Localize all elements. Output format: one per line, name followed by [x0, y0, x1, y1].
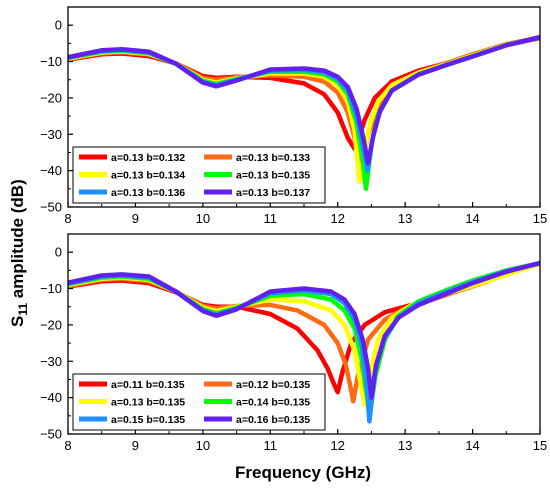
- legend-label: a=0.15 b=0.135: [111, 414, 185, 426]
- x-tick-label: 15: [533, 438, 547, 453]
- legend-label: a=0.13 b=0.134: [111, 170, 185, 182]
- legend-label: a=0.13 b=0.135: [236, 170, 310, 182]
- y-tick-label: −30: [40, 354, 62, 369]
- x-tick-label: 15: [533, 211, 547, 226]
- x-tick-label: 8: [64, 438, 71, 453]
- y-tick-label: 0: [55, 18, 62, 33]
- plot-area: [68, 260, 540, 424]
- x-tick-label: 10: [196, 438, 210, 453]
- x-tick-label: 11: [264, 438, 278, 453]
- y-tick-label: −50: [40, 427, 62, 442]
- legend: a=0.11 b=0.135 a=0.12 b=0.135 a=0.13 b=0.1…: [72, 373, 326, 431]
- legend-label: a=0.13 b=0.136: [111, 187, 185, 199]
- y-tick-label: −20: [40, 317, 62, 332]
- y-axis-title-main: S: [8, 316, 27, 327]
- legend-label: a=0.13 b=0.132: [111, 152, 185, 164]
- legend-label: a=0.13 b=0.137: [236, 187, 310, 199]
- series-line-6: [68, 34, 540, 166]
- top-panel: 8 9 10 11 12 13 14 15 0 −10 −20 −30 −40 −50 a=0.13 b=0…: [40, 6, 547, 226]
- bottom-panel: 8 9 10 11 12 13 14 15 0 −10 −20 −30 −40 −50 a=0.11 b=0…: [40, 233, 547, 453]
- x-tick-label: 14: [465, 211, 479, 226]
- y-axis-title-subscript: 11: [16, 303, 30, 316]
- y-tick-label: −50: [40, 200, 62, 215]
- y-tick-label: 0: [55, 245, 62, 260]
- legend-box: [72, 373, 326, 431]
- plot-area: [68, 34, 540, 192]
- series-line-6: [68, 260, 540, 400]
- x-tick-label: 13: [398, 211, 412, 226]
- legend-label: a=0.16 b=0.135: [236, 414, 310, 426]
- legend-label: a=0.12 b=0.135: [236, 379, 310, 391]
- legend: a=0.13 b=0.132 a=0.13 b=0.133 a=0.13 b=0.1…: [72, 146, 326, 204]
- x-tick-label: 12: [330, 438, 344, 453]
- legend-label: a=0.14 b=0.135: [236, 397, 310, 409]
- x-tick-label: 12: [330, 211, 344, 226]
- legend-label: a=0.13 b=0.133: [236, 152, 310, 164]
- x-tick-label: 8: [64, 211, 71, 226]
- x-tick-label: 14: [465, 438, 479, 453]
- legend-label: a=0.13 b=0.135: [111, 397, 185, 409]
- legend-label: a=0.11 b=0.135: [111, 379, 185, 391]
- x-tick-label: 10: [196, 211, 210, 226]
- y-axis-title: S11 amplitude (dB): [8, 179, 30, 327]
- legend-box: [72, 146, 326, 204]
- y-axis-title-rest: amplitude (dB): [8, 179, 27, 303]
- y-tick-label: −40: [40, 163, 62, 178]
- x-tick-label: 13: [398, 438, 412, 453]
- y-tick-label: −30: [40, 127, 62, 142]
- x-tick-label: 11: [264, 211, 278, 226]
- y-tick-label: −10: [40, 54, 62, 69]
- y-tick-label: −40: [40, 390, 62, 405]
- x-axis-title: Frequency (GHz): [235, 463, 371, 482]
- y-tick-label: −20: [40, 90, 62, 105]
- y-tick-label: −10: [40, 281, 62, 296]
- x-tick-label: 9: [132, 438, 139, 453]
- x-tick-label: 9: [132, 211, 139, 226]
